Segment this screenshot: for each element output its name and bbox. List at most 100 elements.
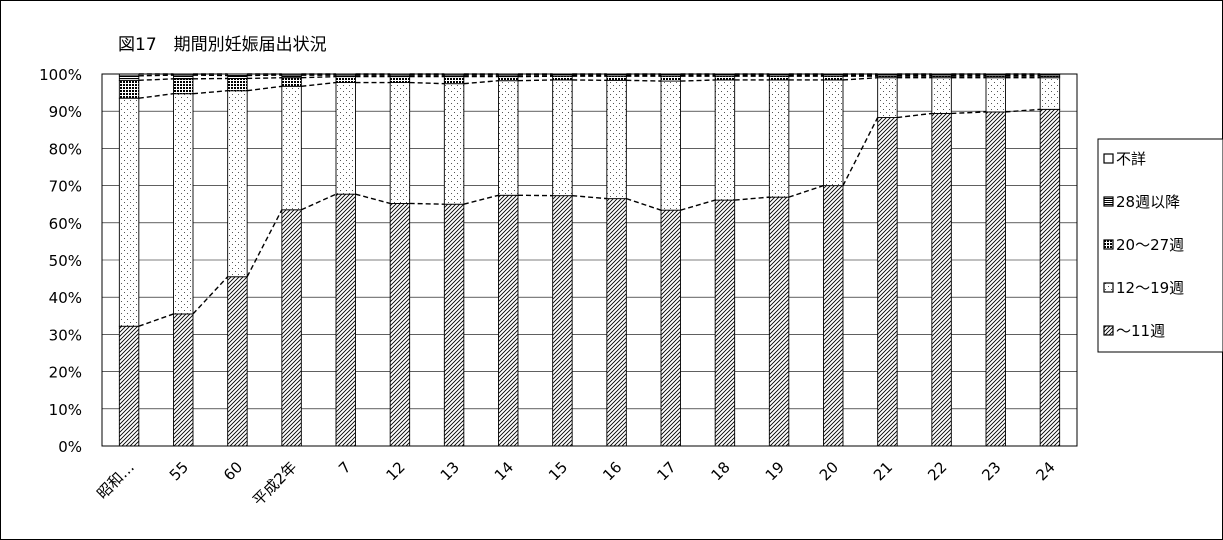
bar-segment	[335, 76, 356, 84]
y-tick-label: 0%	[58, 438, 82, 456]
bar-segment	[498, 76, 519, 82]
y-tick-label: 80%	[49, 140, 82, 158]
bar-segment	[606, 198, 627, 447]
bar-segment	[768, 196, 790, 447]
bar-segment	[552, 195, 573, 447]
bar-segment	[877, 77, 898, 118]
bars	[118, 73, 1061, 447]
y-tick-label: 20%	[49, 364, 82, 382]
bar-segment	[335, 193, 356, 447]
series-connector-line	[247, 85, 282, 92]
legend-label: 12～19週	[1116, 279, 1184, 297]
bar-segment	[1039, 108, 1061, 447]
series-connector-line	[192, 276, 229, 315]
bar-segment	[389, 76, 411, 84]
y-tick-label: 40%	[49, 289, 82, 307]
legend-swatch	[1103, 239, 1114, 250]
series-connector-line	[355, 193, 391, 205]
bar-segment	[281, 209, 302, 447]
bar-segment	[606, 79, 627, 200]
series-connector-line	[572, 194, 607, 200]
series-connector-line	[951, 111, 987, 115]
series-connector-line	[1005, 108, 1041, 113]
series-connector-line	[247, 77, 282, 80]
bar-segment	[227, 78, 248, 92]
legend-label: 不詳	[1116, 150, 1146, 168]
legend-label: 28週以降	[1116, 193, 1180, 211]
bar-segment	[498, 194, 519, 447]
legend-swatch	[1103, 282, 1114, 293]
series-connector-line	[138, 78, 174, 82]
legend: 不詳 28週以降 20～27週 12～19週 ～11週	[1097, 138, 1223, 353]
bar-segment	[823, 79, 844, 187]
y-tick-label: 70%	[49, 178, 82, 196]
bar-segment	[823, 75, 844, 81]
y-tick-label: 60%	[49, 215, 82, 233]
bar-segment	[660, 75, 681, 82]
bar-segment	[660, 209, 681, 447]
bar-segment	[768, 79, 790, 198]
bar-segment	[173, 93, 194, 315]
legend-box	[1097, 138, 1223, 353]
series-connector-line	[842, 117, 879, 186]
series-connector-line	[138, 93, 174, 99]
series-connector-line	[680, 199, 716, 211]
series-connector-line	[409, 202, 445, 205]
y-tick-label: 90%	[49, 103, 82, 121]
bar-segment	[227, 276, 248, 447]
series-connector-line	[897, 112, 932, 119]
series-connector-line	[626, 197, 662, 211]
legend-swatch	[1103, 325, 1114, 336]
bar-segment	[389, 203, 411, 447]
series-connector-line	[463, 194, 499, 205]
legend-label: ～11週	[1116, 322, 1165, 340]
series-connector-line	[246, 209, 283, 278]
bar-segment	[552, 79, 573, 197]
bar-segment	[173, 78, 194, 95]
bar-segment	[118, 325, 140, 447]
bar-segment	[281, 85, 302, 211]
bar-segment	[118, 97, 140, 327]
bar-segment	[660, 80, 681, 211]
series-connector-line	[463, 79, 499, 85]
bar-segment	[118, 75, 140, 81]
bar-segment	[714, 199, 736, 447]
bar-segment	[823, 185, 844, 447]
plot-area-border	[101, 73, 1078, 447]
bar-segment	[389, 82, 411, 204]
legend-label: 20～27週	[1116, 236, 1184, 254]
series-connector-line	[680, 79, 716, 82]
bar-segment	[985, 111, 1006, 447]
y-tick-label: 100%	[39, 66, 82, 84]
bar-segment	[552, 75, 573, 81]
legend-swatch	[1103, 153, 1114, 164]
bar-segment	[173, 74, 194, 80]
y-axis-ticks: 0% 10% 20% 30% 40% 50% 60% 70% 80% 90% 100%	[39, 66, 82, 456]
series-connector-line	[734, 196, 770, 201]
y-tick-label: 50%	[49, 252, 82, 270]
bar-segment	[985, 77, 1006, 113]
y-tick-label: 10%	[49, 401, 82, 419]
bar-segment	[227, 90, 248, 278]
bar-segment	[498, 80, 519, 196]
bar-segment	[443, 203, 465, 447]
series-connector-line	[301, 75, 337, 79]
bar-segment	[443, 76, 465, 85]
chart-title: 図17 期間別妊娠届出状況	[118, 35, 327, 55]
series-connector-line	[192, 90, 228, 95]
legend-swatch	[1103, 196, 1114, 207]
series-connector-line	[301, 193, 337, 211]
bar-segment	[1039, 77, 1061, 110]
series-connector-line	[301, 81, 337, 87]
y-tick-label: 30%	[49, 326, 82, 344]
bar-segment	[281, 77, 302, 87]
bar-segment	[173, 313, 194, 447]
series-connector-line	[409, 81, 445, 85]
bar-segment	[931, 112, 952, 447]
bar-segment	[768, 75, 790, 81]
bar-segment	[606, 75, 627, 81]
bar-segment	[714, 75, 736, 81]
bar-segment	[714, 79, 736, 201]
bar-segment	[335, 82, 356, 195]
